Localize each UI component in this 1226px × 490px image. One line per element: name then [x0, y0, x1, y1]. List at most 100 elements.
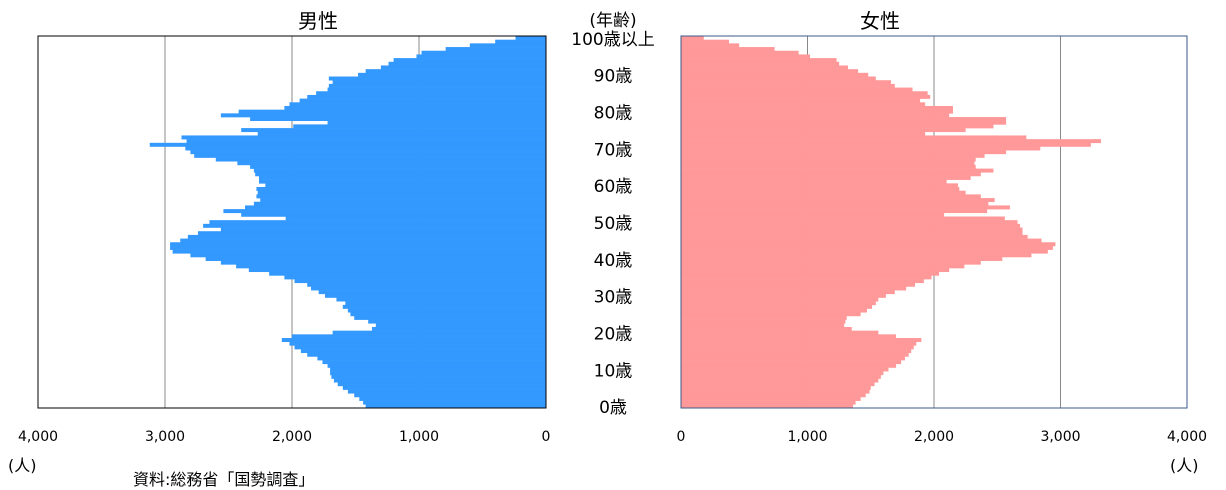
female-panel-title: 女性: [860, 9, 900, 33]
female-bar: [681, 231, 1023, 236]
male-bar: [293, 124, 546, 129]
male-bar: [250, 117, 546, 122]
male-bar: [300, 349, 546, 354]
male-bar: [294, 279, 546, 284]
female-x-tick-label: 4,000: [1167, 429, 1207, 445]
female-bar: [681, 234, 1028, 239]
male-bar: [416, 54, 546, 59]
age-tick-label: 60歳: [594, 177, 633, 197]
male-bar: [256, 194, 546, 199]
male-panel-title: 男性: [298, 9, 338, 33]
male-x-tick-label: 0: [542, 429, 551, 445]
female-bar: [681, 253, 1032, 258]
female-bar: [681, 153, 985, 158]
source-note: 資料:総務省「国勢調査」: [133, 470, 314, 489]
female-bar: [681, 209, 988, 214]
female-bar: [681, 117, 1007, 122]
male-bar: [365, 69, 546, 74]
female-bar: [681, 220, 1018, 225]
male-x-tick-label: 4,000: [18, 429, 58, 445]
male-bar: [330, 371, 546, 376]
male-bar: [372, 326, 546, 331]
female-bar: [681, 279, 924, 284]
male-bar: [220, 227, 546, 232]
female-bar: [681, 319, 846, 324]
female-bar: [681, 304, 873, 309]
female-bar: [681, 400, 856, 405]
male-bar: [256, 187, 546, 191]
male-bar: [469, 43, 546, 48]
male-bar: [358, 72, 546, 77]
female-bar: [681, 360, 902, 365]
male-bar: [318, 290, 546, 295]
female-bar: [681, 249, 1048, 254]
female-bar: [681, 256, 1003, 261]
age-tick-label: 80歳: [594, 104, 633, 124]
male-x-tick-label: 3,000: [145, 429, 185, 445]
female-bar: [681, 352, 909, 357]
female-bar: [681, 338, 922, 343]
female-bar: [681, 161, 975, 166]
male-bar: [342, 304, 546, 309]
male-bar: [345, 301, 546, 306]
female-bar: [681, 139, 1101, 144]
female-bar: [681, 168, 994, 173]
male-bar: [237, 161, 546, 166]
male-bar: [327, 120, 546, 125]
male-bar: [316, 91, 546, 96]
female-bar: [681, 157, 976, 162]
male-bar: [311, 286, 546, 291]
female-bar: [681, 131, 926, 136]
female-bar: [681, 356, 905, 361]
male-bar: [241, 128, 546, 133]
male-bar: [215, 157, 547, 162]
female-bar: [681, 87, 913, 92]
female-bar: [681, 326, 852, 331]
male-x-tick-labels: 0 1,000 2,000 3,000 4,000: [18, 429, 551, 445]
male-bar: [149, 142, 546, 147]
male-bar: [185, 146, 546, 151]
male-bar: [190, 150, 546, 155]
age-tick-label: 100歳以上: [571, 30, 654, 50]
female-bar: [681, 102, 926, 107]
age-tick-label: 0歳: [599, 398, 627, 418]
age-tick-label: 30歳: [594, 288, 633, 308]
female-bar: [681, 54, 811, 59]
male-bar: [253, 201, 546, 206]
male-bar: [170, 245, 546, 250]
male-bar: [332, 330, 546, 335]
female-bar: [681, 264, 965, 269]
male-bar: [292, 334, 546, 339]
male-bar: [289, 102, 546, 107]
female-bar: [681, 389, 870, 394]
male-bar: [342, 385, 546, 390]
male-bar: [190, 253, 546, 258]
male-bar: [281, 338, 546, 343]
male-bar: [241, 212, 546, 217]
female-bar: [681, 205, 1010, 210]
male-bar: [327, 363, 546, 368]
male-bar: [285, 216, 546, 221]
male-bar: [220, 113, 546, 118]
female-bar: [681, 334, 897, 339]
male-bars: [149, 36, 547, 409]
female-bar: [681, 98, 921, 103]
female-bar: [681, 201, 989, 206]
female-bar: [681, 83, 895, 88]
male-bar: [220, 260, 546, 265]
male-bar: [365, 404, 546, 409]
female-bar: [681, 293, 886, 298]
male-bar: [260, 198, 546, 203]
male-unit-label: (人): [8, 456, 37, 475]
male-bar: [203, 223, 546, 228]
age-tick-label: 70歳: [594, 140, 633, 160]
female-bar: [681, 378, 879, 383]
male-bar: [307, 352, 546, 357]
female-bar: [681, 50, 799, 55]
male-bar: [258, 179, 546, 184]
male-bar: [205, 256, 546, 261]
male-bar: [236, 264, 546, 269]
female-bar: [681, 69, 859, 74]
male-bar: [325, 293, 546, 298]
female-bar: [681, 36, 704, 40]
